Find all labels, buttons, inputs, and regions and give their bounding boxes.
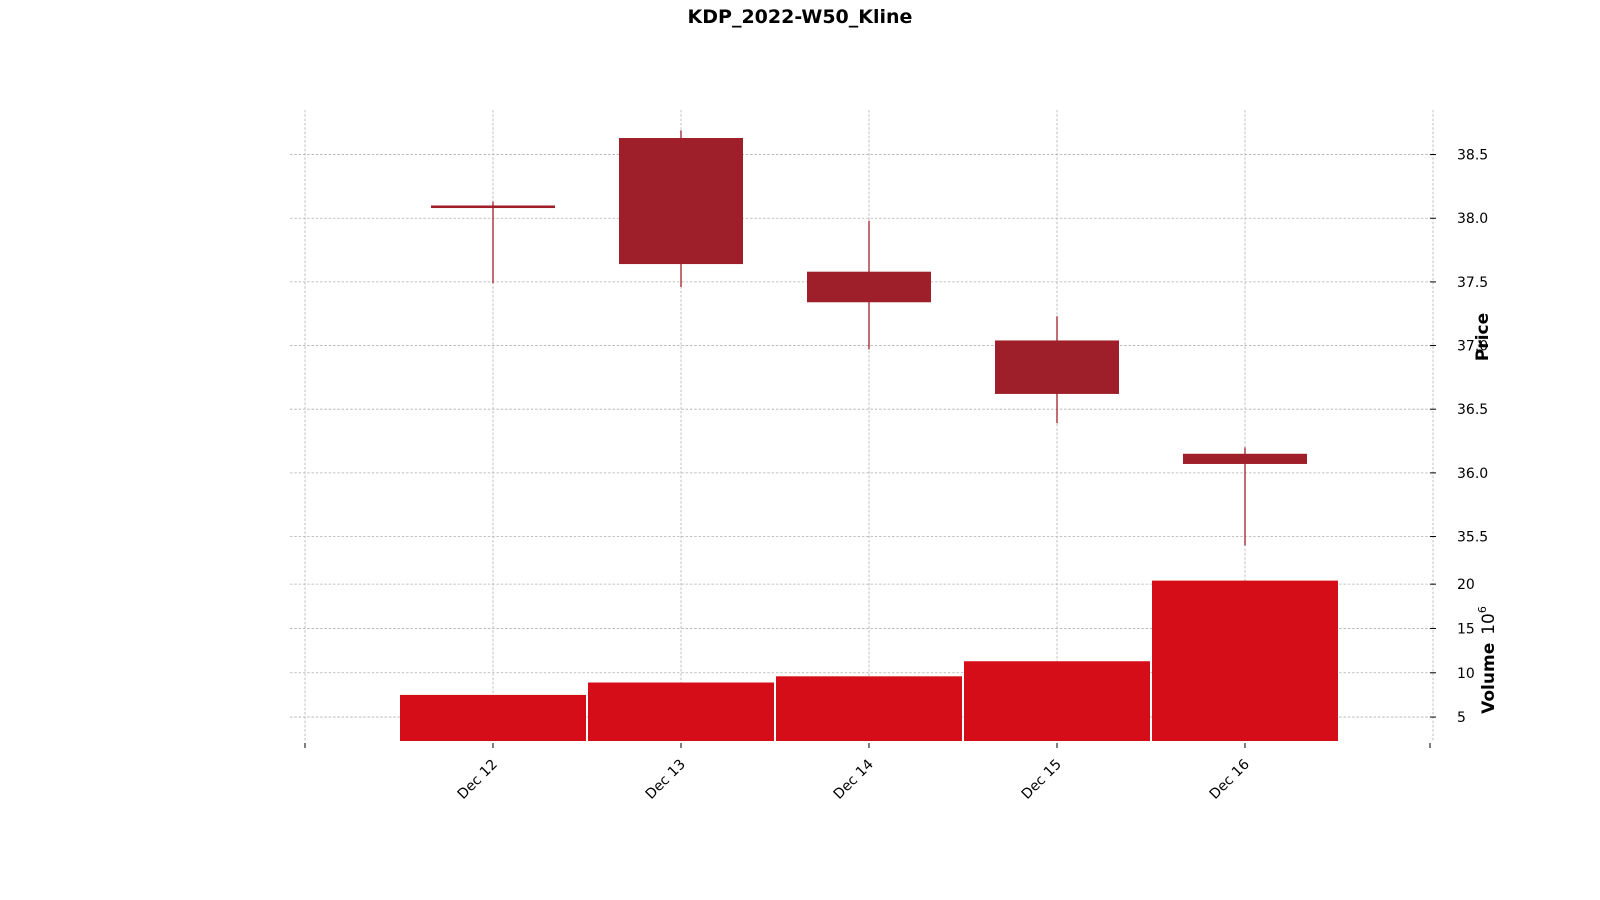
volume-axis-label: Volume 106 xyxy=(1476,606,1499,714)
price-tick-label: 36.5 xyxy=(1457,402,1488,418)
volume-bar xyxy=(776,676,962,741)
volume-axis-multiplier: 10 xyxy=(1479,613,1499,635)
price-tick-label: 38.5 xyxy=(1457,148,1488,164)
price-tick-label: 35.5 xyxy=(1457,530,1488,546)
x-tick-label: Dec 16 xyxy=(1207,756,1253,802)
volume-bar xyxy=(400,694,586,741)
price-axis-label: Price xyxy=(1473,313,1493,361)
x-tick-label: Dec 15 xyxy=(1019,757,1065,803)
x-tick-label: Dec 14 xyxy=(831,756,877,802)
candle-body xyxy=(1183,453,1307,464)
candle-body xyxy=(995,340,1119,394)
volume-bar xyxy=(1152,580,1338,741)
volume-tick-label: 5 xyxy=(1457,710,1466,726)
candle-body xyxy=(619,138,743,265)
x-tick-label: Dec 12 xyxy=(455,757,501,803)
price-tick-label: 38.0 xyxy=(1457,211,1488,227)
volume-bar xyxy=(964,661,1150,741)
volume-tick-label: 10 xyxy=(1457,666,1475,682)
price-tick-label: 37.0 xyxy=(1457,339,1488,355)
volume-axis-exponent: 6 xyxy=(1476,606,1489,613)
price-tick-label: 36.0 xyxy=(1457,466,1488,482)
volume-bar xyxy=(588,682,774,741)
volume-tick-label: 15 xyxy=(1457,621,1475,637)
volume-axis-label-text: Volume xyxy=(1479,643,1499,714)
x-tick-label: Dec 13 xyxy=(643,757,689,803)
candle-body xyxy=(431,205,555,209)
price-panel xyxy=(431,130,1307,546)
chart-title: KDP_2022-W50_Kline xyxy=(688,6,913,28)
price-tick-label: 37.5 xyxy=(1457,275,1488,291)
volume-panel xyxy=(400,580,1338,741)
candle-body xyxy=(807,271,931,303)
volume-tick-label: 20 xyxy=(1457,577,1475,593)
